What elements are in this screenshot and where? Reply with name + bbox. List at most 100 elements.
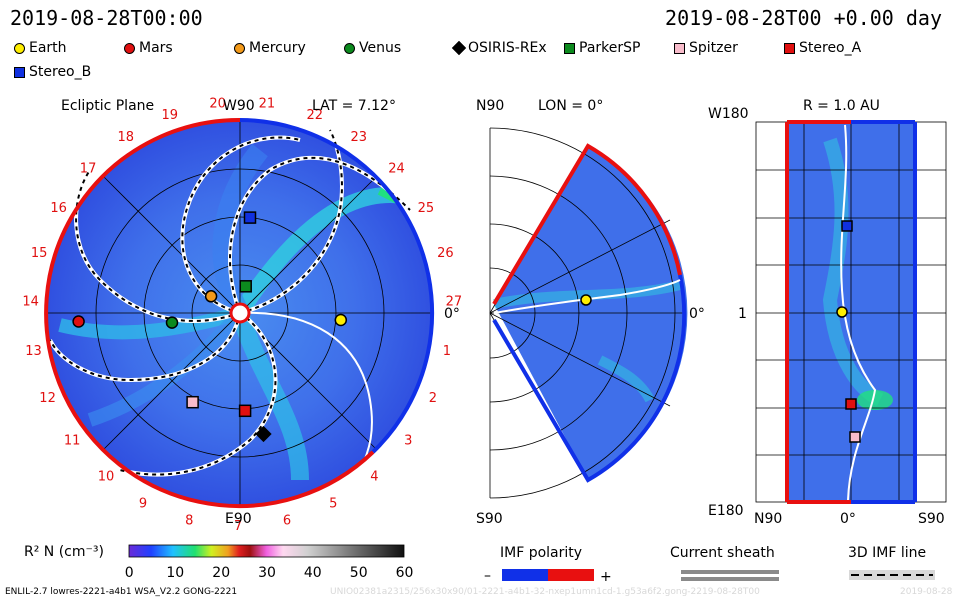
stereo-b-marker-icon	[14, 66, 25, 78]
colorbar: R² N (cm⁻³) 0 10 20 30 40 50 60	[24, 544, 413, 581]
sector-number: 21	[259, 96, 276, 111]
sector-number: 23	[351, 130, 368, 145]
colorbar-label: R² N (cm⁻³)	[24, 544, 104, 560]
legend-label: Earth	[29, 40, 67, 56]
sector-number: 24	[388, 162, 405, 177]
colorbar-tick-label: 20	[212, 565, 230, 581]
legend-parkersp: ParkerSP	[564, 40, 640, 56]
polarity-plus: +	[600, 569, 612, 585]
current-sheath-title: Current sheath	[670, 545, 775, 561]
legend-mars: Mars	[124, 40, 173, 56]
radial-x-right: S90	[918, 511, 945, 527]
sun-icon	[229, 302, 251, 324]
sector-number: 10	[98, 469, 115, 484]
mars-marker-icon	[124, 42, 135, 54]
colorbar-tick-label: 10	[166, 565, 184, 581]
radial-r-label: R = 1.0 AU	[803, 98, 880, 114]
header-left-time: 2019-08-28T00:00	[10, 6, 203, 30]
header-right-time: 2019-08-28T00 +0.00 day	[665, 6, 942, 30]
sector-number: 8	[185, 513, 193, 528]
colorbar-gradient	[128, 544, 405, 558]
parkersp-marker-icon	[564, 42, 575, 54]
imf-spiral-lines	[48, 129, 412, 477]
sector-number: 7	[234, 519, 242, 534]
meridional-right-label: 0°	[689, 306, 705, 322]
polarity-negative-swatch	[502, 569, 548, 581]
stereo-a-marker-icon	[784, 42, 795, 54]
sector-number: 9	[139, 497, 147, 512]
meridional-panel: N90 LON = 0° S90 0°	[476, 98, 705, 527]
colorbar-tick-label: 50	[350, 565, 368, 581]
legend-mercury: Mercury	[234, 40, 306, 56]
spitzer-marker-icon	[674, 42, 685, 54]
sector-number: 13	[25, 344, 42, 359]
radial-earth-marker	[836, 306, 848, 318]
sector-number: 26	[437, 246, 454, 261]
imf-line-legend: 3D IMF line	[848, 545, 935, 580]
ecliptic-top-label: W90	[223, 98, 255, 114]
mars-marker	[72, 315, 85, 328]
sector-number: 5	[329, 497, 337, 512]
legend-label: Venus	[359, 40, 402, 56]
legend-label: OSIRIS-REx	[468, 40, 547, 56]
colorbar-ticks: 0 10 20 30 40 50 60	[125, 565, 414, 581]
colorbar-tick-label: 60	[396, 565, 414, 581]
colorbar-tick-label: 30	[258, 565, 276, 581]
meridional-polarity-positive	[492, 274, 687, 483]
meridional-earth-marker	[580, 294, 592, 306]
sector-number: 16	[50, 201, 67, 216]
footer-date: 2019-08-28	[900, 587, 953, 597]
legend-stereo-b: Stereo_B	[14, 64, 91, 80]
current-sheath-legend: Current sheath	[670, 545, 779, 581]
radial-imf-line	[840, 124, 877, 501]
radial-stereo-b-marker	[841, 220, 853, 232]
colorbar-tick-label: 0	[125, 565, 134, 581]
meridional-imf-line	[493, 279, 681, 314]
radial-stereo-a-marker	[845, 398, 857, 410]
sector-number: 12	[39, 391, 56, 406]
radial-bottom-left: E180	[708, 503, 744, 519]
osiris-rex-marker	[255, 425, 272, 443]
earth-marker-icon	[14, 42, 25, 54]
mercury-marker-icon	[234, 42, 245, 54]
legend-label: Stereo_A	[799, 40, 862, 56]
sector-number: 4	[370, 469, 378, 484]
legend-label: Spitzer	[689, 40, 738, 56]
sector-number: 22	[307, 108, 324, 123]
meridional-bottom-label: S90	[476, 511, 503, 527]
polarity-positive-swatch	[548, 569, 594, 581]
radial-x-left: N90	[754, 511, 782, 527]
venus-marker-icon	[344, 42, 355, 54]
sector-number: 25	[418, 201, 435, 216]
sector-number: 3	[404, 434, 412, 449]
stereo-a-marker	[238, 404, 252, 418]
sector-number: 17	[80, 162, 97, 177]
meridional-top-label: N90	[476, 98, 504, 114]
legend-label: Mercury	[249, 40, 306, 56]
legend-label: Mars	[139, 40, 173, 56]
sector-number: 2	[429, 391, 437, 406]
sector-number: 14	[22, 295, 39, 310]
ecliptic-polarity-positive	[239, 118, 435, 454]
legend-stereo-a: Stereo_A	[784, 40, 861, 56]
ecliptic-title: Ecliptic Plane	[61, 98, 154, 114]
meridional-polarity-negative	[492, 143, 682, 306]
meridional-lon-label: LON = 0°	[538, 98, 603, 114]
polarity-minus: –	[484, 568, 491, 584]
footer-model: ENLIL-2.7 lowres-2221-a4b1 WSA_V2.2 GONG…	[5, 587, 238, 597]
imf-line-title: 3D IMF line	[848, 545, 926, 561]
earth-marker	[334, 313, 348, 327]
legend-spitzer: Spitzer	[674, 40, 738, 56]
sector-number: 15	[31, 246, 48, 261]
sector-number: 20	[209, 96, 226, 111]
ecliptic-right-label: 0°	[444, 306, 460, 322]
ecliptic-bottom-label: E90	[225, 511, 252, 527]
sector-number: 19	[162, 108, 179, 123]
radial-top-left: W180	[708, 106, 749, 122]
stereo-b-marker	[243, 211, 257, 224]
imf-polarity-legend: IMF polarity – +	[484, 545, 612, 585]
venus-marker	[165, 316, 179, 329]
radial-mid-label: 1	[738, 306, 747, 322]
